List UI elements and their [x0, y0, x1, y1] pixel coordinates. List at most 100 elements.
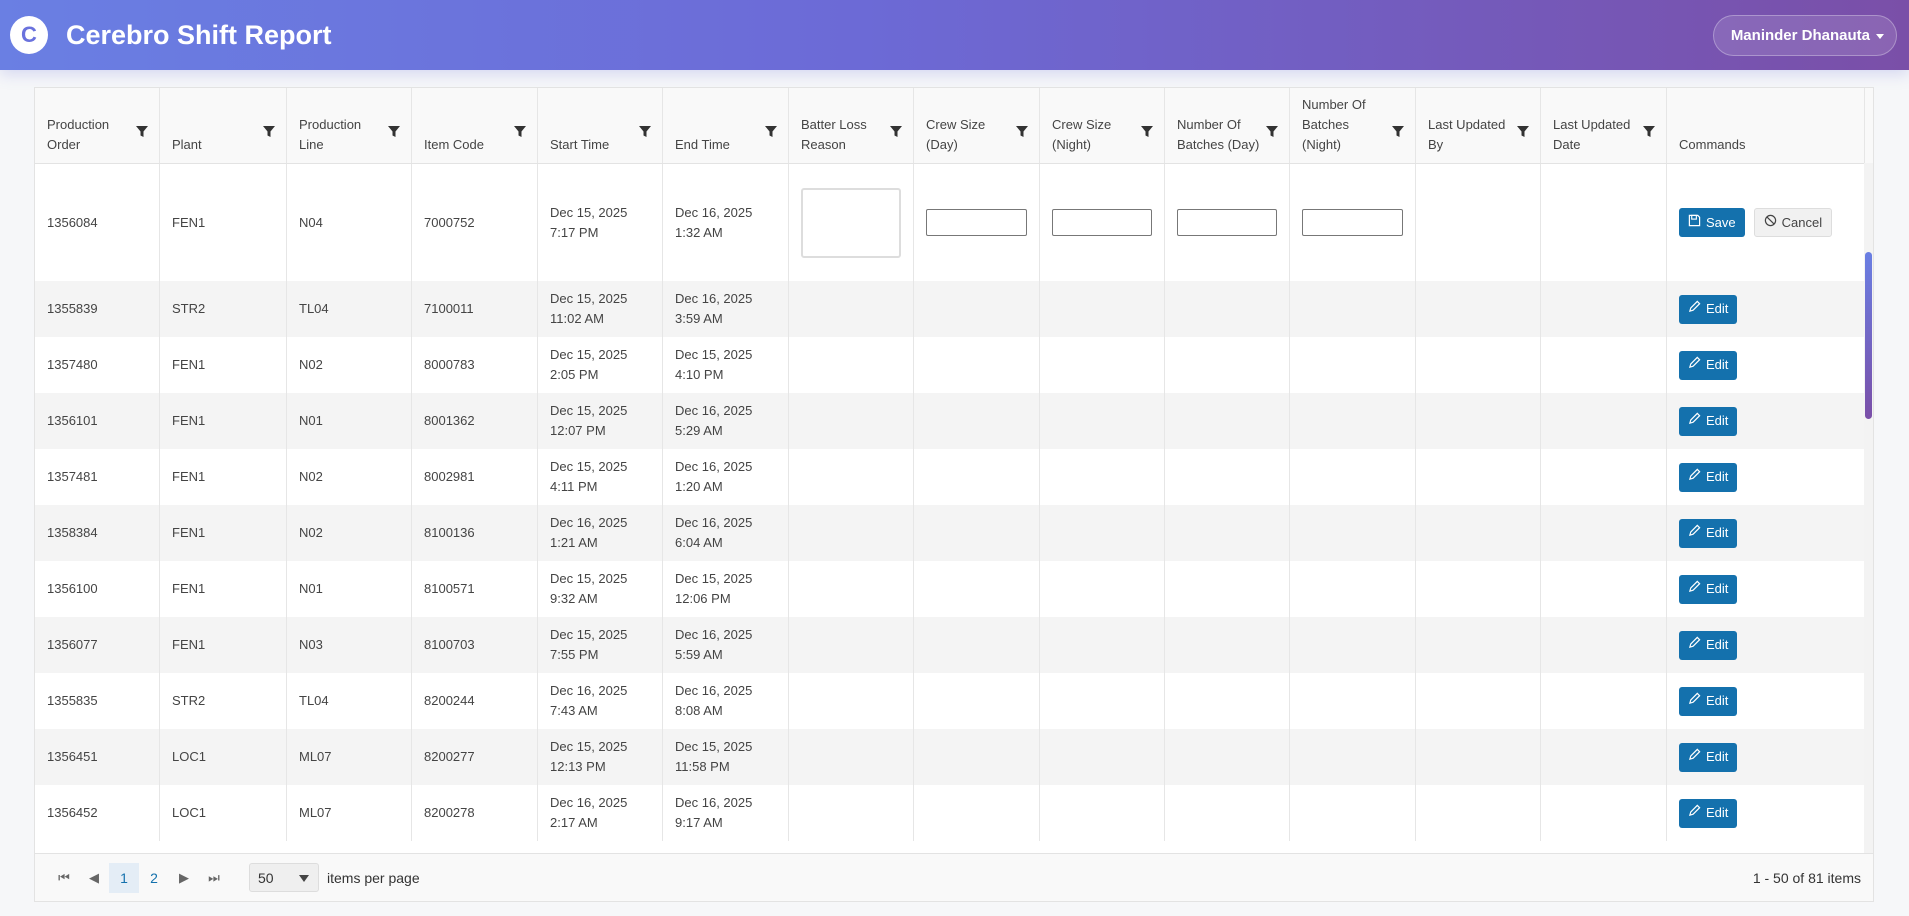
column-header-production-line[interactable]: Production Line: [287, 88, 412, 163]
filter-icon[interactable]: [1516, 124, 1530, 138]
plant-value: FEN1: [172, 637, 206, 652]
edit-button[interactable]: Edit: [1679, 574, 1738, 604]
start-time: 7:43 AM: [550, 703, 598, 718]
end-date: Dec 16, 2025: [675, 459, 753, 474]
cell-production-line: N01: [287, 393, 412, 449]
column-header-last-updated-by[interactable]: Last Updated By: [1416, 88, 1541, 163]
edit-button[interactable]: Edit: [1679, 406, 1738, 436]
cell-6: [789, 393, 914, 449]
scrollbar-thumb[interactable]: [1865, 252, 1872, 419]
end-date: Dec 16, 2025: [675, 627, 753, 642]
filter-icon[interactable]: [1015, 124, 1029, 138]
save-button[interactable]: Save: [1679, 208, 1745, 237]
cell-production-line: N03: [287, 617, 412, 673]
filter-icon[interactable]: [1140, 124, 1154, 138]
edit-button[interactable]: Edit: [1679, 742, 1738, 772]
cell-12: [1541, 337, 1667, 393]
production-order-value: 1357480: [47, 357, 98, 372]
cell-11: [1416, 281, 1541, 337]
save-icon: [1688, 213, 1706, 233]
page-1-button[interactable]: 1: [109, 862, 139, 893]
filter-icon[interactable]: [1642, 124, 1656, 138]
production-line-value: N01: [299, 413, 323, 428]
pencil-icon: [1688, 411, 1706, 431]
first-page-button[interactable]: ⏮: [58, 869, 70, 885]
filter-icon[interactable]: [262, 124, 276, 138]
production-line-value: TL04: [299, 301, 329, 316]
end-date: Dec 16, 2025: [675, 683, 753, 698]
column-header-number-of-batches-day[interactable]: Number Of Batches (Day): [1165, 88, 1290, 163]
item-code-value: 7100011: [424, 301, 474, 316]
column-header-crew-size-night[interactable]: Crew Size (Night): [1040, 88, 1165, 163]
column-header-plant[interactable]: Plant: [160, 88, 287, 163]
cell-9: [1165, 393, 1290, 449]
cell-commands: Edit: [1667, 337, 1865, 393]
cell-production-line: ML07: [287, 729, 412, 785]
cancel-button[interactable]: Cancel: [1753, 208, 1833, 237]
cell-11: [1416, 617, 1541, 673]
edit-button[interactable]: Edit: [1679, 686, 1738, 716]
edit-button[interactable]: Edit: [1679, 630, 1738, 660]
edit-button[interactable]: Edit: [1679, 350, 1738, 380]
column-header-number-of-batches-night[interactable]: Number Of Batches (Night): [1290, 88, 1416, 163]
column-header-last-updated-date[interactable]: Last Updated Date: [1541, 88, 1667, 163]
production-line-value: N01: [299, 581, 323, 596]
production-order-value: 1355839: [47, 301, 98, 316]
page-size-select[interactable]: 50: [249, 863, 319, 892]
batches-day-input[interactable]: [1177, 209, 1277, 236]
cell-10: [1290, 393, 1416, 449]
column-header-crew-size-day[interactable]: Crew Size (Day): [914, 88, 1040, 163]
start-date: Dec 15, 2025: [550, 291, 628, 306]
filter-icon[interactable]: [638, 124, 652, 138]
next-page-button[interactable]: ▶: [179, 869, 189, 885]
filter-icon[interactable]: [513, 124, 527, 138]
filter-icon[interactable]: [135, 124, 149, 138]
batches-night-input[interactable]: [1302, 209, 1403, 236]
filter-icon[interactable]: [1265, 124, 1279, 138]
user-menu-button[interactable]: Maninder Dhanauta: [1712, 15, 1897, 56]
column-header-batter-loss-reason[interactable]: Batter Loss Reason: [789, 88, 914, 163]
column-header-start-time[interactable]: Start Time: [538, 88, 663, 163]
edit-label: Edit: [1706, 637, 1729, 652]
cell-11: [1416, 729, 1541, 785]
cell-production-order: 1357480: [35, 337, 160, 393]
table-row: 1357480 FEN1 N02 8000783 Dec 15, 2025 2:05 PM…: [35, 337, 1873, 393]
cell-7: [914, 785, 1040, 841]
filter-icon[interactable]: [764, 124, 778, 138]
column-header-commands[interactable]: Commands: [1667, 88, 1865, 163]
end-time: 3:59 AM: [675, 311, 723, 326]
production-order-value: 1356101: [47, 413, 98, 428]
vertical-scrollbar[interactable]: [1864, 163, 1873, 901]
production-order-value: 1356451: [47, 749, 98, 764]
column-header-item-code[interactable]: Item Code: [412, 88, 538, 163]
table-row: 1358384 FEN1 N02 8100136 Dec 16, 2025 1:21 AM…: [35, 505, 1873, 561]
item-code-value: 8100703: [424, 637, 475, 652]
column-header-production-order[interactable]: Production Order: [35, 88, 160, 163]
plant-value: FEN1: [172, 525, 206, 540]
start-date: Dec 16, 2025: [550, 795, 628, 810]
edit-button[interactable]: Edit: [1679, 294, 1738, 324]
batter-loss-reason-input[interactable]: [801, 187, 901, 258]
edit-button[interactable]: Edit: [1679, 462, 1738, 492]
prev-page-button[interactable]: ◀: [89, 869, 99, 885]
page-2-button[interactable]: 2: [150, 869, 158, 886]
crew-size-night-input[interactable]: [1052, 209, 1152, 236]
cell-11: [1416, 337, 1541, 393]
cell-6: [789, 673, 914, 729]
item-code-value: 8000783: [424, 357, 475, 372]
page-title: Cerebro Shift Report: [66, 19, 332, 50]
edit-button[interactable]: Edit: [1679, 798, 1738, 828]
filter-icon[interactable]: [889, 124, 903, 138]
cell-commands: Edit: [1667, 393, 1865, 449]
filter-icon[interactable]: [1391, 124, 1405, 138]
edit-label: Edit: [1706, 301, 1729, 316]
cell-6: [789, 785, 914, 841]
edit-button[interactable]: Edit: [1679, 518, 1738, 548]
column-header-end-time[interactable]: End Time: [663, 88, 789, 163]
plant-value: STR2: [172, 693, 206, 708]
filter-icon[interactable]: [387, 124, 401, 138]
crew-size-day-input[interactable]: [926, 209, 1027, 236]
cell-6: [789, 617, 914, 673]
last-page-button[interactable]: ⏭: [208, 869, 220, 885]
column-header-label: Number Of Batches (Day): [1177, 117, 1260, 152]
